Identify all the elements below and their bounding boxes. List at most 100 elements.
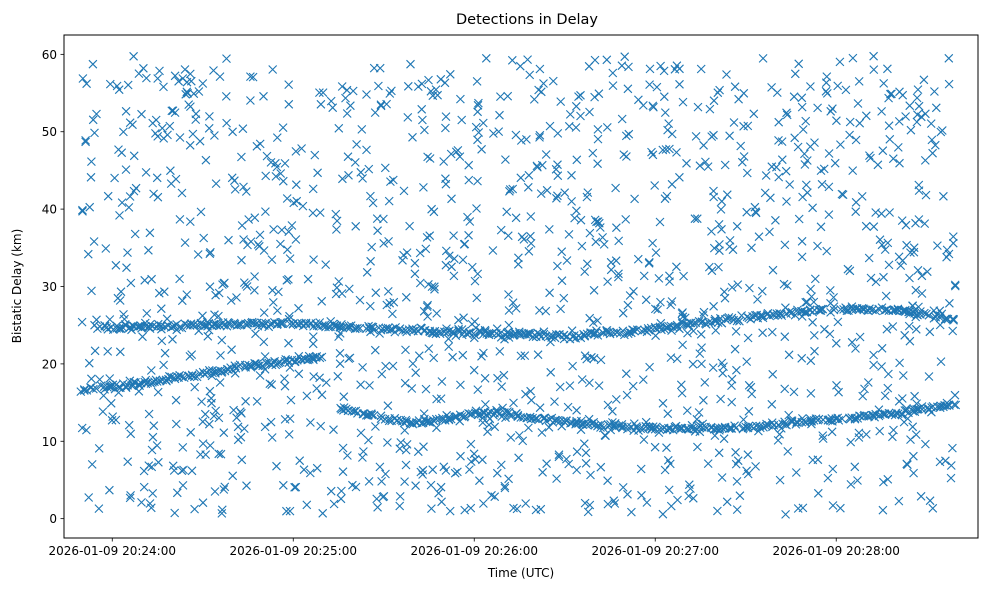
clutter-detection-point: [730, 344, 740, 354]
clutter-detection-point: [826, 106, 836, 116]
clutter-detection-point: [593, 125, 603, 134]
clutter-detection-point: [697, 343, 706, 352]
clutter-detection-point: [308, 208, 318, 218]
clutter-detection-point: [265, 379, 275, 389]
clutter-detection-point: [821, 86, 831, 96]
clutter-detection-point: [200, 409, 210, 419]
clutter-detection-point: [789, 92, 799, 102]
clutter-detection-point: [413, 82, 423, 91]
clutter-detection-point: [123, 80, 133, 90]
clutter-detection-point: [157, 336, 167, 346]
clutter-detection-point: [624, 129, 634, 139]
clutter-detection-point: [282, 506, 291, 516]
clutter-detection-point: [495, 110, 504, 120]
clutter-detection-point: [816, 222, 826, 232]
clutter-detection-point: [882, 324, 892, 334]
clutter-detection-point: [430, 282, 439, 292]
clutter-detection-point: [328, 103, 338, 113]
clutter-detection-point: [464, 230, 473, 240]
clutter-detection-point: [617, 114, 627, 124]
clutter-detection-point: [742, 168, 752, 178]
clutter-detection-point: [613, 272, 623, 282]
track-2-detection-point: [735, 316, 744, 326]
track-1-detection-point: [308, 352, 318, 362]
clutter-detection-point: [733, 280, 743, 289]
clutter-detection-point: [524, 170, 534, 180]
track-1-detection-point: [300, 354, 310, 364]
clutter-detection-point: [916, 491, 926, 501]
clutter-detection-point: [266, 417, 276, 427]
clutter-detection-point: [276, 239, 285, 249]
clutter-detection-point: [836, 140, 845, 149]
clutter-detection-point: [343, 152, 353, 162]
clutter-detection-point: [560, 188, 570, 198]
clutter-detection-point: [210, 310, 219, 320]
clutter-detection-point: [655, 217, 665, 227]
clutter-detection-point: [624, 62, 633, 72]
clutter-detection-point: [541, 150, 551, 159]
clutter-detection-point: [692, 214, 702, 224]
clutter-detection-point: [496, 460, 506, 470]
clutter-detection-point: [771, 215, 780, 225]
clutter-detection-point: [691, 132, 701, 141]
clutter-detection-point: [341, 93, 350, 103]
clutter-detection-point: [339, 392, 349, 402]
clutter-detection-point: [338, 443, 348, 453]
clutter-detection-point: [656, 297, 665, 307]
track-2-detection-point: [612, 327, 622, 337]
clutter-detection-point: [178, 481, 188, 490]
clutter-detection-point: [651, 248, 661, 257]
clutter-detection-point: [577, 375, 587, 384]
clutter-detection-point: [261, 207, 270, 216]
clutter-detection-point: [515, 431, 524, 440]
clutter-detection-point: [145, 228, 155, 238]
clutter-detection-point: [228, 471, 238, 481]
clutter-detection-point: [638, 101, 648, 110]
clutter-detection-point: [594, 89, 604, 99]
clutter-detection-point: [259, 337, 269, 347]
track-2-detection-point: [672, 320, 682, 330]
track-3-detection-point: [689, 424, 699, 434]
clutter-detection-point: [123, 248, 132, 257]
clutter-detection-point: [403, 113, 413, 122]
clutter-detection-point: [715, 240, 724, 249]
clutter-detection-point: [880, 245, 890, 254]
clutter-detection-point: [222, 54, 231, 63]
clutter-detection-point: [845, 130, 854, 140]
clutter-detection-point: [395, 492, 405, 501]
clutter-detection-point: [572, 155, 582, 165]
clutter-detection-point: [421, 244, 431, 254]
clutter-detection-point: [820, 324, 829, 334]
clutter-detection-point: [244, 215, 254, 224]
clutter-detection-point: [252, 397, 262, 406]
clutter-detection-point: [524, 246, 534, 256]
clutter-detection-point: [348, 480, 357, 490]
clutter-detection-point: [810, 138, 819, 147]
clutter-detection-point: [519, 235, 529, 244]
clutter-detection-point: [757, 286, 767, 296]
clutter-detection-point: [426, 480, 436, 490]
clutter-detection-point: [292, 196, 302, 206]
clutter-detection-point: [928, 503, 938, 513]
clutter-detection-point: [290, 482, 299, 492]
clutter-detection-point: [355, 295, 365, 305]
clutter-detection-point: [418, 470, 427, 479]
clutter-detection-point: [562, 256, 572, 265]
clutter-detection-point: [527, 395, 536, 405]
clutter-detection-point: [475, 476, 484, 486]
clutter-detection-point: [429, 353, 439, 363]
clutter-detection-point: [198, 439, 208, 448]
clutter-detection-point: [367, 242, 377, 252]
clutter-detection-point: [737, 157, 747, 167]
clutter-detection-point: [214, 413, 224, 423]
y-tick-label: 20: [42, 357, 57, 371]
clutter-detection-point: [678, 340, 687, 350]
clutter-detection-point: [456, 451, 465, 461]
clutter-detection-point: [743, 450, 753, 460]
clutter-detection-point: [693, 102, 703, 112]
clutter-detection-point: [428, 465, 438, 475]
clutter-detection-point: [725, 242, 734, 251]
clutter-detection-point: [683, 328, 692, 338]
clutter-detection-point: [334, 123, 344, 133]
clutter-detection-point: [84, 493, 94, 502]
